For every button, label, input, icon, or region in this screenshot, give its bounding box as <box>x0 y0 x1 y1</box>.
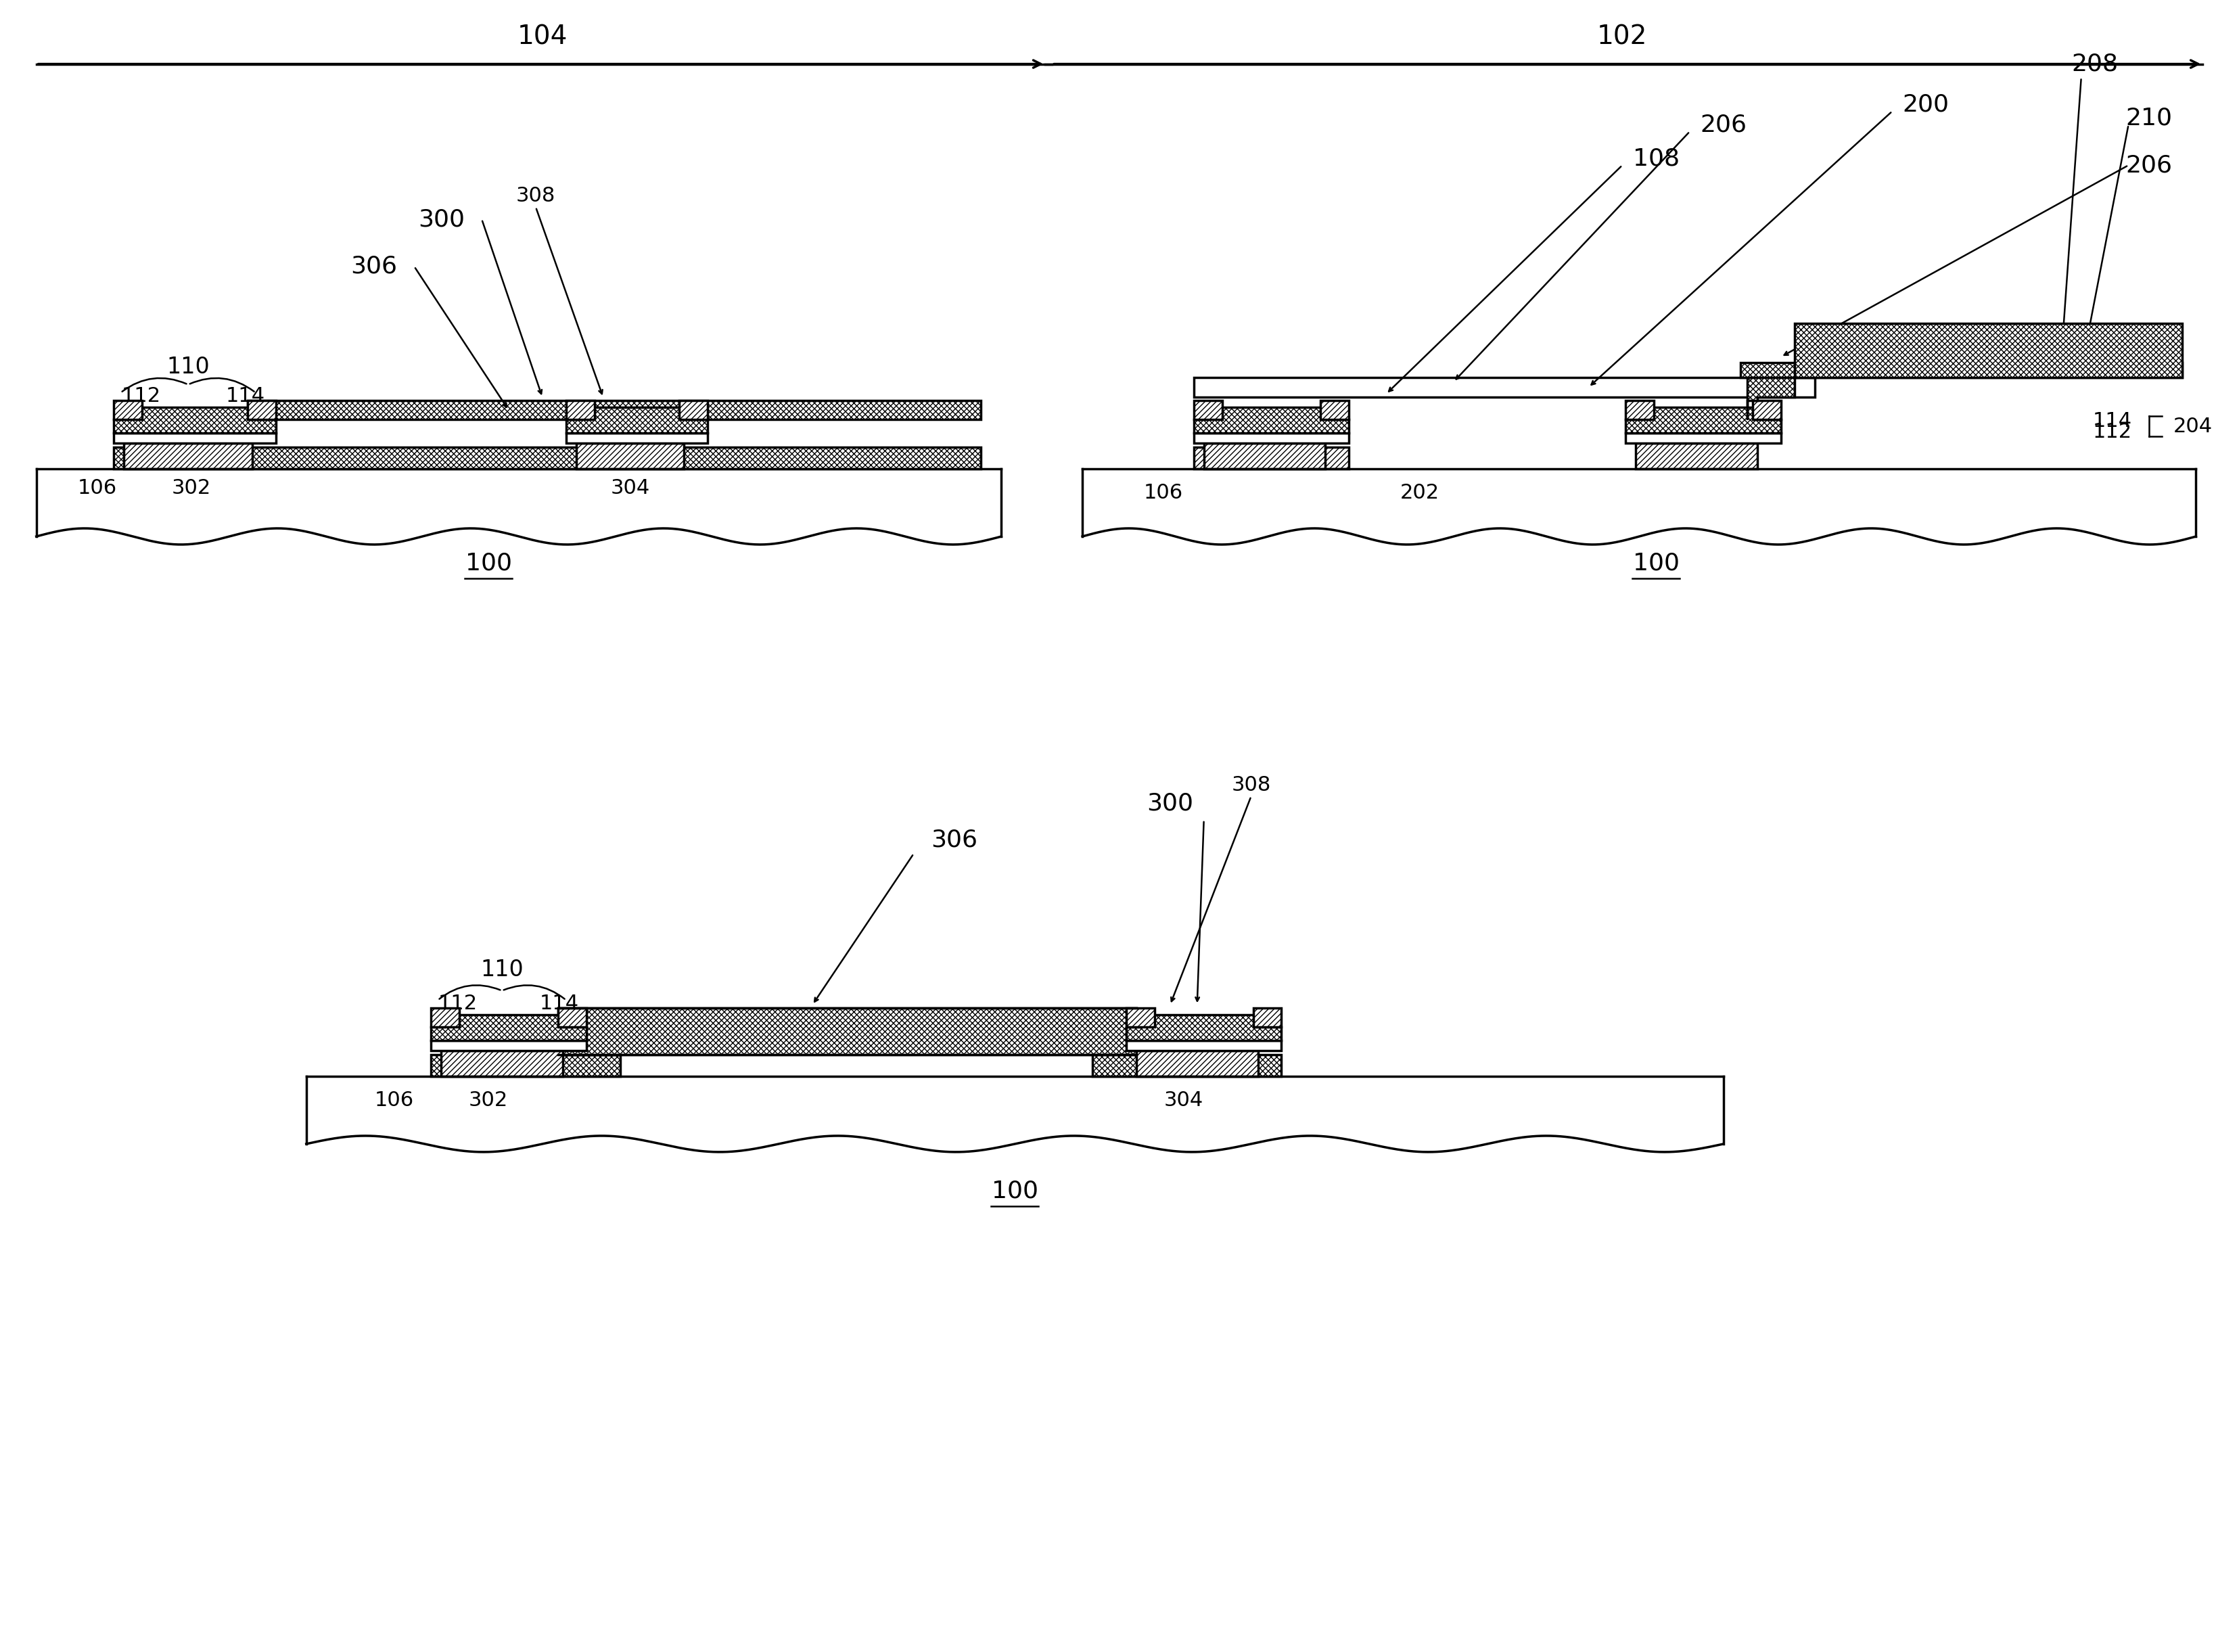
Text: 110: 110 <box>481 958 524 981</box>
Bar <box>1193 433 1348 443</box>
Bar <box>558 1008 587 1028</box>
Text: 114: 114 <box>2093 411 2132 431</box>
Text: 202: 202 <box>1399 482 1440 502</box>
Bar <box>114 433 275 443</box>
Bar <box>1753 401 1780 420</box>
Polygon shape <box>1746 324 2183 420</box>
Text: 308: 308 <box>515 185 555 205</box>
Polygon shape <box>558 1008 1137 1056</box>
Bar <box>1626 433 1780 443</box>
Bar <box>1205 443 1325 469</box>
Text: 302: 302 <box>468 1090 508 1110</box>
Bar <box>432 1056 620 1077</box>
Text: 100: 100 <box>1632 552 1679 575</box>
Text: 112: 112 <box>439 995 477 1013</box>
Text: 206: 206 <box>1699 114 1746 135</box>
Bar <box>249 401 275 420</box>
Text: 104: 104 <box>517 25 569 50</box>
Text: 114: 114 <box>540 995 580 1013</box>
Text: 106: 106 <box>1144 482 1182 502</box>
Bar <box>1193 448 1348 469</box>
Text: 204: 204 <box>2172 416 2212 436</box>
Bar <box>123 443 253 469</box>
Bar <box>441 1051 562 1077</box>
Bar <box>1626 401 1655 420</box>
Text: 306: 306 <box>931 829 978 852</box>
Polygon shape <box>566 408 708 433</box>
Bar <box>1126 1041 1281 1051</box>
Text: 306: 306 <box>349 254 396 278</box>
Polygon shape <box>432 1014 587 1041</box>
Bar <box>432 1008 459 1028</box>
Bar <box>1740 362 2183 377</box>
Bar <box>1321 401 1348 420</box>
Text: 108: 108 <box>1632 147 1679 170</box>
Text: 112: 112 <box>121 387 161 406</box>
Text: 100: 100 <box>992 1180 1039 1203</box>
Bar <box>1193 401 1222 420</box>
Text: 100: 100 <box>466 552 513 575</box>
Polygon shape <box>1193 408 1348 433</box>
Text: 300: 300 <box>1146 791 1193 814</box>
Text: 210: 210 <box>2125 106 2172 129</box>
Bar <box>566 433 708 443</box>
Text: 200: 200 <box>1903 93 1950 116</box>
Bar <box>678 401 708 420</box>
Bar <box>1137 1051 1258 1077</box>
Bar <box>114 448 981 469</box>
Text: 304: 304 <box>611 477 649 497</box>
Polygon shape <box>114 408 275 433</box>
Bar <box>566 401 593 420</box>
Text: 308: 308 <box>1231 775 1272 795</box>
Bar <box>114 401 143 420</box>
Text: 208: 208 <box>2071 53 2118 76</box>
Text: 302: 302 <box>172 477 210 497</box>
Bar <box>1254 1008 1281 1028</box>
Bar <box>249 401 981 420</box>
Bar <box>1093 1056 1281 1077</box>
Polygon shape <box>1626 408 1780 433</box>
Text: 112: 112 <box>2093 421 2132 441</box>
Text: 110: 110 <box>166 355 210 378</box>
Text: 300: 300 <box>419 208 463 231</box>
Text: 106: 106 <box>78 477 116 497</box>
Bar <box>432 1041 587 1051</box>
Text: 114: 114 <box>226 387 264 406</box>
Text: 106: 106 <box>374 1090 414 1110</box>
Polygon shape <box>1126 1014 1281 1041</box>
Text: 304: 304 <box>1164 1090 1202 1110</box>
Text: 206: 206 <box>2125 154 2172 177</box>
Text: 102: 102 <box>1596 25 1648 50</box>
Bar <box>1193 377 1814 398</box>
Bar <box>1126 1008 1155 1028</box>
Bar <box>575 443 685 469</box>
Bar <box>1637 443 1758 469</box>
